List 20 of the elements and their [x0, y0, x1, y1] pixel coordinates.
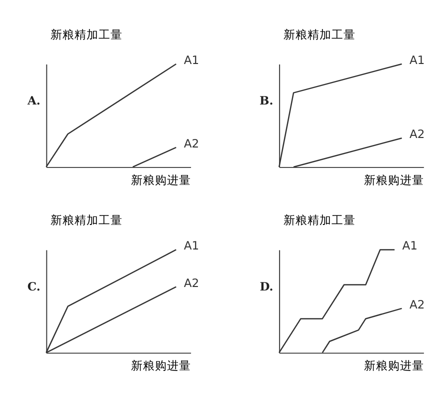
x-axis-title: 新粮购进量: [364, 358, 424, 373]
series-label: A2: [409, 127, 425, 142]
text: B.: [260, 94, 274, 108]
text: D.: [260, 279, 274, 294]
y-axis-title: 新粮精加工量: [50, 213, 123, 228]
x-axis-title: 新粮购进量: [131, 172, 192, 187]
series-label: A2: [409, 297, 425, 312]
y-axis-title: 新粮精加工量: [283, 27, 356, 42]
series-label: A1: [184, 52, 200, 67]
series-label: A1: [409, 52, 425, 67]
text: C.: [27, 279, 40, 294]
y-axis-title: 新粮精加工量: [283, 213, 356, 228]
series-label: A1: [402, 238, 418, 253]
text: A.: [26, 94, 40, 108]
x-axis-title: 新粮购进量: [364, 172, 424, 187]
series-label: A1: [184, 238, 200, 253]
x-axis-title: 新粮购进量: [131, 358, 192, 373]
y-axis-title: 新粮精加工量: [50, 27, 123, 42]
series-label: A2: [184, 136, 200, 150]
series-label: A2: [184, 276, 200, 290]
